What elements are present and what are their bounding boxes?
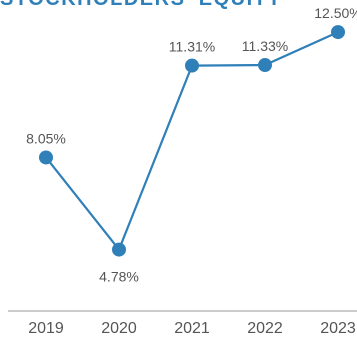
x-axis-ticks: 2019 2020 2021 2022 2023 <box>28 320 356 337</box>
data-point-2020 <box>112 242 126 257</box>
data-label-2021: 11.31% <box>169 39 215 55</box>
x-tick-label-2019: 2019 <box>28 320 64 337</box>
x-tick-label-2020: 2020 <box>101 320 137 337</box>
x-tick-label-2023: 2023 <box>320 320 356 337</box>
data-label-2023: 12.50% <box>314 5 357 21</box>
data-point-2019 <box>39 150 53 165</box>
chart-title: STOCKHOLDERS' EQUITY <box>0 0 282 11</box>
x-tick-label-2021: 2021 <box>174 320 210 337</box>
data-points <box>39 25 345 257</box>
data-label-2020: 4.78% <box>99 269 139 285</box>
data-label-2019: 8.05% <box>26 130 66 146</box>
data-point-2022 <box>258 58 272 73</box>
x-tick-label-2022: 2022 <box>247 320 283 337</box>
data-point-2021 <box>185 58 199 73</box>
data-label-2022: 11.33% <box>242 38 288 54</box>
data-point-2023 <box>331 25 345 40</box>
data-labels: 8.05% 4.78% 11.31% 11.33% 12.50% <box>26 5 357 284</box>
